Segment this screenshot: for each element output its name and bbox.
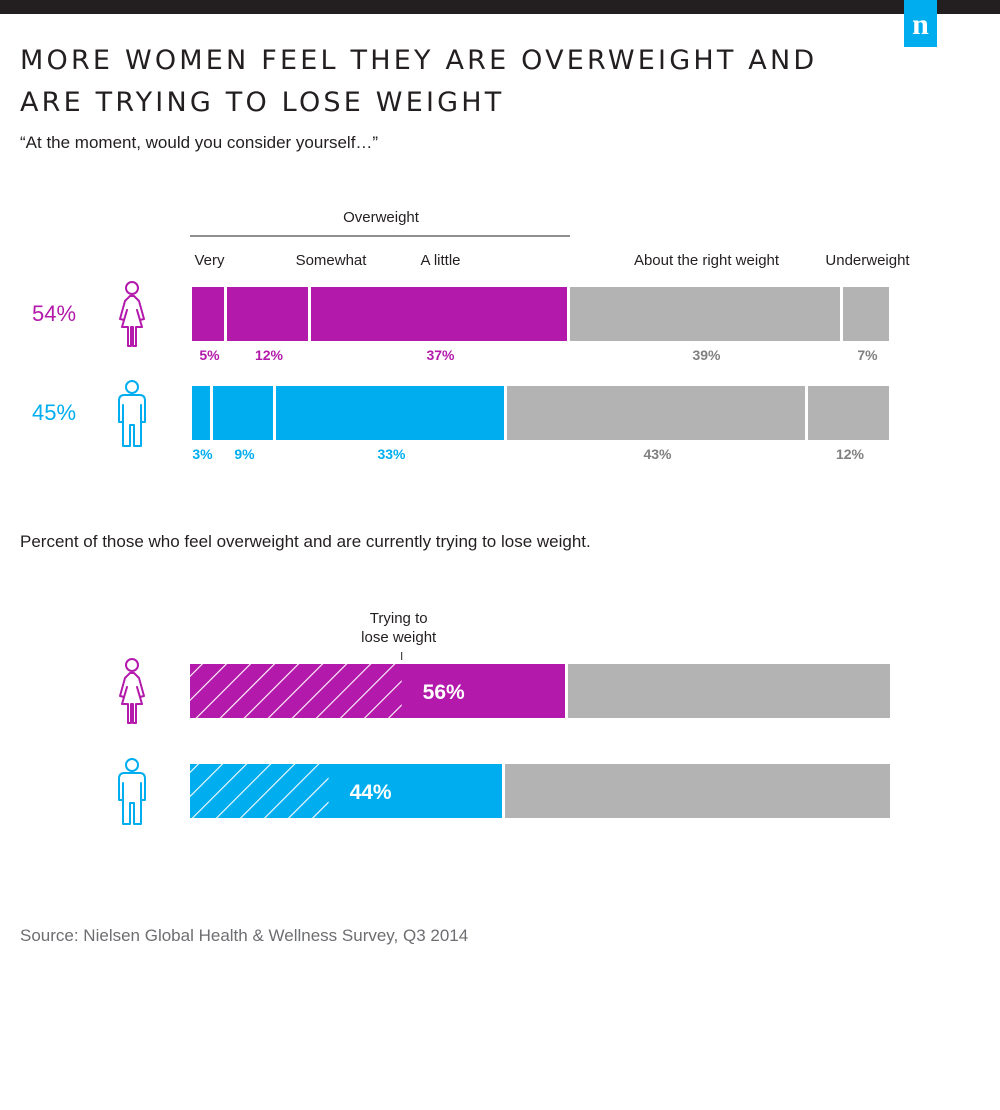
value-label: 3%	[192, 446, 213, 462]
overweight-total-label: 45%	[32, 400, 76, 425]
category-label: A little	[420, 252, 460, 269]
body	[119, 295, 145, 347]
body	[118, 772, 146, 825]
category-label: Very	[194, 252, 225, 269]
body	[118, 394, 146, 447]
value-label: 5%	[199, 347, 220, 363]
bar-segment	[276, 386, 504, 440]
trying-hatched-bar	[190, 664, 402, 718]
annotation-label: Trying to	[370, 610, 428, 627]
nielsen-logo: n	[904, 0, 937, 47]
remainder-bar	[568, 664, 890, 718]
annotation-label: lose weight	[361, 629, 437, 646]
bar-segment	[192, 386, 210, 440]
value-label: 43%	[643, 446, 672, 462]
male-icon	[118, 758, 146, 825]
value-label: 39%	[692, 347, 721, 363]
overweight-group-label: Overweight	[343, 209, 420, 226]
value-label: 12%	[255, 347, 284, 363]
trying-value-label: 44%	[350, 781, 392, 804]
female-icon	[119, 281, 145, 347]
category-label: Underweight	[825, 252, 910, 269]
survey-question: “At the moment, would you consider yours…	[20, 133, 379, 152]
value-label: 12%	[836, 446, 865, 462]
source-note: Source: Nielsen Global Health & Wellness…	[20, 926, 469, 945]
bar-segment	[311, 287, 567, 341]
trying-value-label: 56%	[423, 681, 465, 704]
female-icon	[119, 658, 145, 724]
bar-segment	[507, 386, 805, 440]
chart-title: MORE WOMEN FEEL THEY ARE OVERWEIGHT AND …	[20, 45, 818, 118]
remainder-bar	[505, 764, 890, 818]
category-label: About the right weight	[634, 252, 780, 269]
head	[125, 380, 139, 394]
category-label: Somewhat	[296, 252, 368, 269]
section-subtitle: Percent of those who feel overweight and…	[20, 532, 591, 551]
value-label: 9%	[234, 446, 255, 462]
value-label: 7%	[857, 347, 878, 363]
head	[125, 281, 139, 295]
top-bar	[0, 0, 1000, 14]
bar-segment	[808, 386, 889, 440]
value-label: 33%	[377, 446, 406, 462]
bar-segment	[213, 386, 273, 440]
head	[125, 658, 139, 672]
body	[119, 672, 145, 724]
trying-hatched-bar	[190, 764, 329, 818]
value-label: 37%	[426, 347, 455, 363]
bar-segment	[192, 287, 224, 341]
bar-segment	[227, 287, 308, 341]
male-icon	[118, 380, 146, 447]
overweight-total-label: 54%	[32, 301, 76, 326]
bar-segment	[843, 287, 889, 341]
bar-segment	[570, 287, 840, 341]
head	[125, 758, 139, 772]
